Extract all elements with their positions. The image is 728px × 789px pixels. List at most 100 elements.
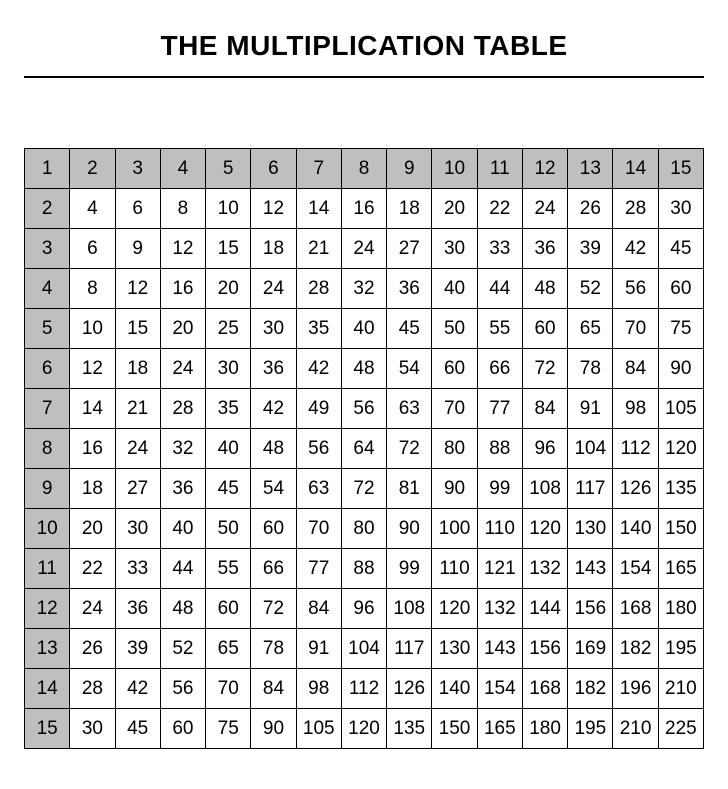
table-cell: 60 [658, 269, 703, 309]
table-cell: 140 [613, 509, 658, 549]
table-cell: 156 [568, 589, 613, 629]
table-cell: 117 [568, 469, 613, 509]
table-cell: 50 [432, 309, 477, 349]
table-cell: 42 [251, 389, 296, 429]
table-header-cell: 14 [25, 669, 70, 709]
table-header-cell: 13 [568, 149, 613, 189]
table-cell: 84 [296, 589, 341, 629]
table-cell: 36 [115, 589, 160, 629]
table-header-cell: 8 [341, 149, 386, 189]
table-cell: 150 [432, 709, 477, 749]
multiplication-table: 1234567891011121314152468101214161820222… [24, 148, 704, 749]
table-cell: 44 [160, 549, 205, 589]
table-cell: 80 [341, 509, 386, 549]
table-cell: 72 [387, 429, 432, 469]
table-cell: 20 [432, 189, 477, 229]
table-cell: 135 [387, 709, 432, 749]
table-cell: 150 [658, 509, 703, 549]
table-row: 61218243036424854606672788490 [25, 349, 704, 389]
table-cell: 120 [658, 429, 703, 469]
table-cell: 24 [160, 349, 205, 389]
table-cell: 156 [522, 629, 567, 669]
table-cell: 126 [613, 469, 658, 509]
table-cell: 84 [613, 349, 658, 389]
table-cell: 22 [477, 189, 522, 229]
table-cell: 48 [341, 349, 386, 389]
table-cell: 33 [115, 549, 160, 589]
table-cell: 120 [522, 509, 567, 549]
table-cell: 132 [477, 589, 522, 629]
table-header-cell: 6 [25, 349, 70, 389]
table-header-cell: 12 [25, 589, 70, 629]
table-cell: 15 [115, 309, 160, 349]
table-cell: 70 [432, 389, 477, 429]
table-cell: 135 [658, 469, 703, 509]
table-cell: 66 [477, 349, 522, 389]
table-cell: 182 [613, 629, 658, 669]
table-cell: 168 [613, 589, 658, 629]
table-header-cell: 2 [25, 189, 70, 229]
table-cell: 55 [477, 309, 522, 349]
table-cell: 60 [522, 309, 567, 349]
table-header-cell: 7 [296, 149, 341, 189]
table-header-cell: 13 [25, 629, 70, 669]
table-cell: 96 [522, 429, 567, 469]
table-header-cell: 2 [70, 149, 115, 189]
table-cell: 20 [70, 509, 115, 549]
table-cell: 28 [160, 389, 205, 429]
table-cell: 120 [341, 709, 386, 749]
table-row: 14284256708498112126140154168182196210 [25, 669, 704, 709]
table-cell: 110 [477, 509, 522, 549]
table-header-cell: 6 [251, 149, 296, 189]
table-cell: 36 [522, 229, 567, 269]
table-cell: 165 [658, 549, 703, 589]
table-cell: 33 [477, 229, 522, 269]
table-cell: 90 [387, 509, 432, 549]
table-cell: 210 [658, 669, 703, 709]
table-header-cell: 10 [25, 509, 70, 549]
table-cell: 180 [658, 589, 703, 629]
table-cell: 88 [477, 429, 522, 469]
table-cell: 16 [341, 189, 386, 229]
table-cell: 36 [387, 269, 432, 309]
table-cell: 6 [70, 229, 115, 269]
table-header-cell: 7 [25, 389, 70, 429]
table-cell: 154 [477, 669, 522, 709]
table-header-cell: 1 [25, 149, 70, 189]
table-cell: 168 [522, 669, 567, 709]
table-cell: 56 [613, 269, 658, 309]
table-header-cell: 15 [25, 709, 70, 749]
table-container: 1234567891011121314152468101214161820222… [24, 148, 704, 749]
table-row: 81624324048566472808896104112120 [25, 429, 704, 469]
table-header-cell: 5 [206, 149, 251, 189]
table-cell: 26 [70, 629, 115, 669]
table-cell: 28 [296, 269, 341, 309]
table-row: 51015202530354045505560657075 [25, 309, 704, 349]
table-cell: 35 [206, 389, 251, 429]
table-header-cell: 3 [115, 149, 160, 189]
table-cell: 110 [432, 549, 477, 589]
table-cell: 18 [387, 189, 432, 229]
table-cell: 21 [115, 389, 160, 429]
table-cell: 99 [387, 549, 432, 589]
table-cell: 78 [568, 349, 613, 389]
table-cell: 75 [658, 309, 703, 349]
table-header-cell: 15 [658, 149, 703, 189]
table-cell: 132 [522, 549, 567, 589]
table-cell: 225 [658, 709, 703, 749]
table-cell: 12 [70, 349, 115, 389]
table-cell: 40 [160, 509, 205, 549]
table-cell: 32 [341, 269, 386, 309]
table-cell: 91 [296, 629, 341, 669]
table-cell: 39 [115, 629, 160, 669]
table-cell: 99 [477, 469, 522, 509]
table-cell: 144 [522, 589, 567, 629]
table-row: 1224364860728496108120132144156168180 [25, 589, 704, 629]
table-cell: 195 [658, 629, 703, 669]
table-cell: 140 [432, 669, 477, 709]
table-cell: 121 [477, 549, 522, 589]
table-cell: 70 [206, 669, 251, 709]
table-cell: 25 [206, 309, 251, 349]
table-cell: 30 [251, 309, 296, 349]
table-header-cell: 4 [160, 149, 205, 189]
